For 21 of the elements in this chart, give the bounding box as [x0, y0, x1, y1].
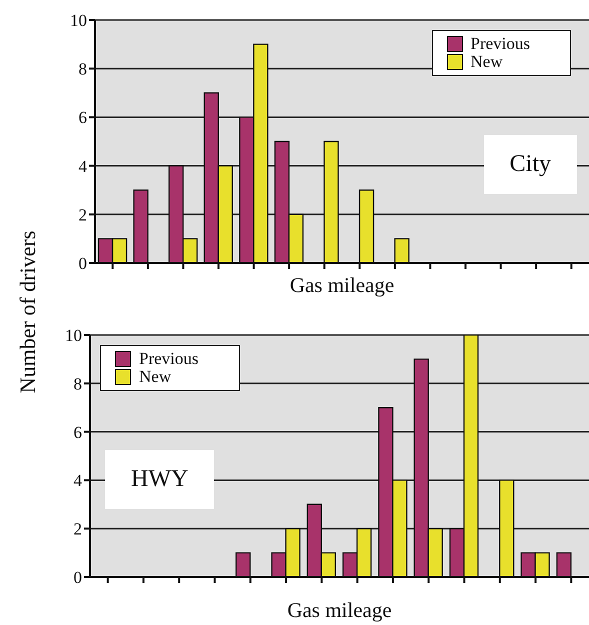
- y-tick-label: 8: [74, 374, 82, 394]
- y-tick-label: 10: [70, 11, 87, 30]
- y-tick-label: 6: [74, 422, 82, 442]
- legend-label: New: [470, 52, 503, 71]
- annotation: HWY: [105, 450, 214, 509]
- x-axis-title: Gas mileage: [290, 273, 394, 297]
- legend-label: New: [139, 367, 172, 386]
- y-axis-title: Number of drivers: [15, 230, 41, 394]
- y-tick-label: 8: [78, 60, 87, 79]
- annotation: City: [484, 135, 577, 194]
- y-tick-label: 10: [65, 326, 82, 346]
- x-axis-title: Gas mileage: [287, 598, 392, 622]
- y-tick-label: 0: [78, 254, 87, 274]
- y-tick-label: 2: [78, 205, 87, 224]
- legend-label: Previous: [139, 349, 198, 368]
- y-tick-label: 4: [74, 471, 82, 490]
- y-tick-label: 2: [74, 520, 82, 539]
- y-tick-label: 0: [74, 568, 82, 588]
- y-tick-label: 4: [78, 156, 88, 176]
- legend-label: Previous: [470, 34, 530, 53]
- y-tick-label: 6: [78, 108, 87, 128]
